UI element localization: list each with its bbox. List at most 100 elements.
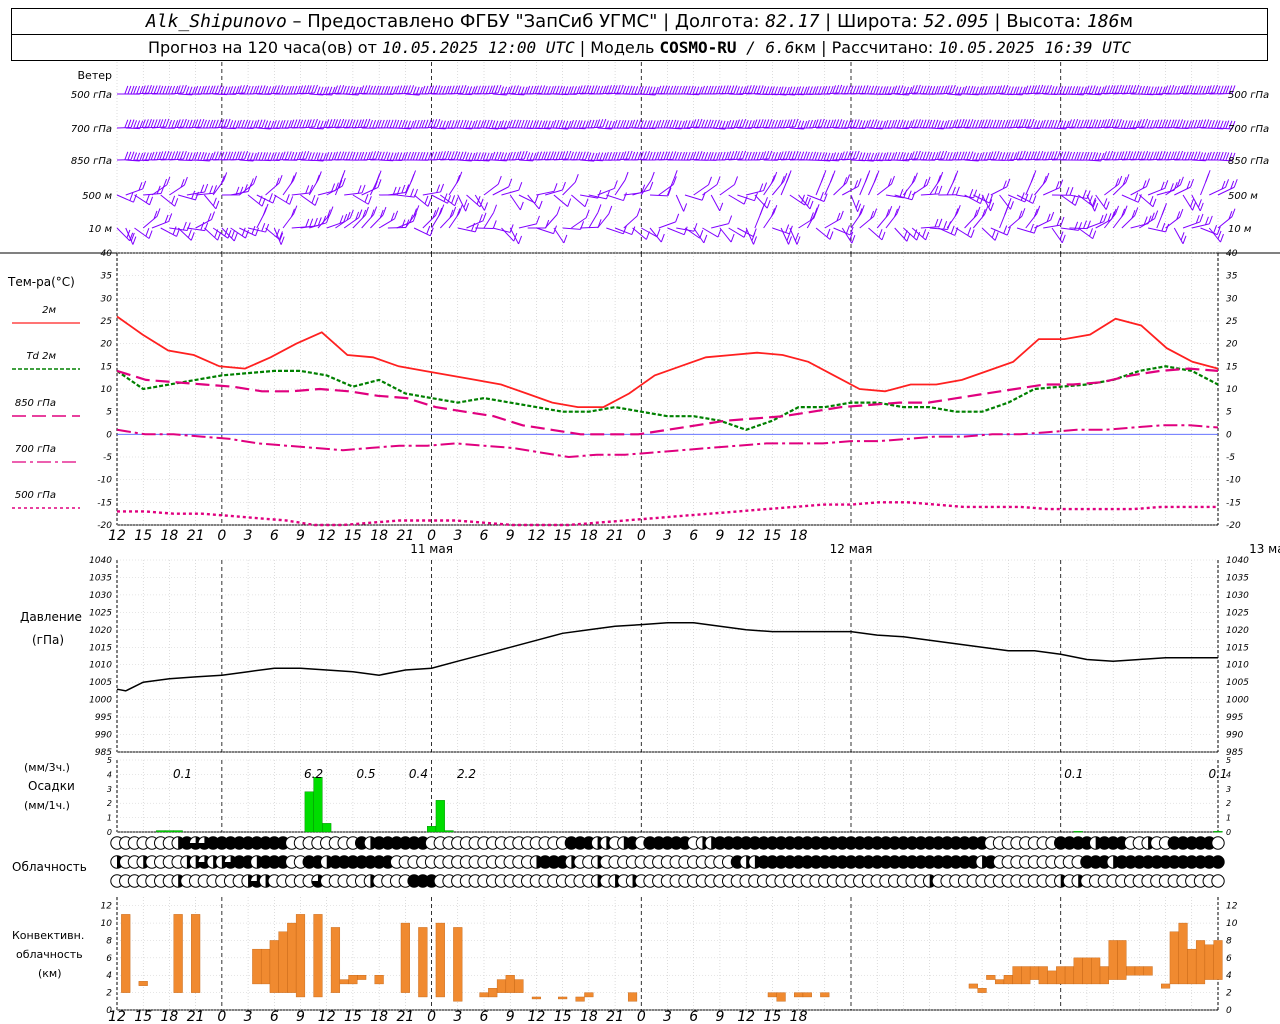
conv-tick-label-right: 6: [1226, 954, 1232, 964]
wind-barb-flag: [1028, 193, 1033, 202]
wind-barb-staff: [116, 227, 131, 242]
wind-barb-flag: [1103, 151, 1107, 160]
wind-barb-flag: [451, 195, 456, 204]
wind-barb-flag: [835, 119, 840, 128]
wind-barb-flag: [427, 198, 432, 207]
wind-barb: [300, 194, 319, 206]
wind-barb-flag: [314, 152, 318, 161]
wind-barb-flag: [220, 86, 225, 95]
wind-barb: [955, 188, 978, 199]
wind-barb-flag: [786, 232, 791, 241]
wind-barb-flag: [328, 119, 333, 128]
wind-barb: [265, 152, 284, 161]
wind-barb-staff: [781, 93, 796, 96]
wind-barb-flag: [1129, 85, 1134, 94]
wind-barb-flag: [698, 118, 703, 128]
wind-barb-flag: [235, 86, 240, 95]
wind-barb: [282, 205, 298, 229]
wind-barb: [317, 182, 339, 196]
wind-barb: [448, 171, 463, 196]
wind-barb-flag: [471, 152, 476, 162]
wind-barb-staff: [1208, 227, 1221, 243]
wind-barb: [352, 194, 372, 205]
wind-barb: [439, 206, 457, 229]
wind-barb-flag: [1059, 120, 1064, 129]
wind-barb-flag: [1041, 151, 1046, 160]
wind-barb-flag: [925, 231, 930, 241]
conv-tick-label: 0: [106, 1006, 112, 1016]
wind-barb-flag: [476, 85, 481, 94]
press-tick-label-right: 1030: [1226, 591, 1249, 601]
wind-barb-flag: [445, 120, 450, 130]
wind-barb-staff: [737, 194, 755, 202]
wind-barb: [509, 227, 523, 245]
wind-barb: [247, 194, 266, 207]
wind-barb-flag: [1056, 86, 1061, 95]
wind-barb-flag: [1111, 85, 1116, 94]
wind-barb-flag: [1205, 119, 1210, 128]
wind-barb-staff: [597, 92, 612, 95]
wind-barb-staff: [614, 227, 633, 236]
wind-barb-staff: [509, 227, 519, 245]
wind-barb-flag: [817, 152, 822, 161]
wind-barb-flag: [739, 150, 744, 160]
wind-barb: [1191, 152, 1210, 162]
wind-barb-flag: [788, 236, 792, 245]
wind-barb-flag: [608, 205, 613, 215]
conv-title-1: Конвективн.: [12, 929, 84, 942]
wind-barb-flag: [424, 195, 429, 205]
wind-barb-flag: [782, 119, 787, 128]
wind-barb-flag: [514, 85, 519, 94]
precip-tick-label: 1: [107, 814, 112, 823]
wind-barb-flag: [875, 152, 880, 161]
wind-barb-flag: [267, 152, 272, 161]
wind-barb: [763, 204, 778, 229]
wind-barb: [903, 84, 921, 95]
wind-barb-flag: [1018, 150, 1023, 160]
precip-bar: [444, 830, 454, 833]
wind-barb-staff: [492, 127, 507, 130]
wind-barb-flag: [888, 205, 893, 215]
wind-barb-flag: [1027, 119, 1032, 128]
wind-barb-flag: [1076, 119, 1081, 129]
wind-barb-staff: [151, 158, 166, 161]
wind-barb: [606, 225, 627, 235]
wind-barb-flag: [561, 86, 566, 95]
wind-barb-flag: [503, 152, 508, 161]
wind-barb-flag: [261, 222, 266, 232]
wind-barb-flag: [185, 119, 190, 129]
wind-barb: [1139, 194, 1157, 208]
wind-barb-flag: [613, 151, 618, 161]
wind-barb-flag: [1208, 215, 1213, 225]
wind-barb-flag: [887, 178, 892, 187]
wind-barb-flag: [1021, 150, 1026, 160]
wind-barb-flag: [1137, 85, 1142, 95]
wind-barb: [344, 184, 366, 196]
conv-bar: [269, 940, 279, 993]
wind-barb-flag: [794, 86, 799, 96]
latitude-value: 52.095: [923, 11, 989, 32]
wind-barb: [300, 152, 318, 161]
wind-barb-flag: [1164, 119, 1169, 128]
wind-barb-flag: [975, 119, 979, 129]
wind-barb-flag: [899, 189, 904, 198]
conv-bar: [1187, 948, 1197, 985]
wind-barb-flag: [511, 151, 516, 161]
wind-barb-staff: [1147, 187, 1165, 196]
wind-barb-staff: [300, 92, 315, 95]
wind-barb-flag: [759, 183, 764, 192]
wind-barb-flag: [1106, 119, 1111, 128]
wind-barb-flag: [382, 206, 387, 216]
wind-barb-flag: [672, 85, 677, 95]
wind-barb-flag: [171, 151, 176, 160]
wind-barb-staff: [125, 188, 143, 196]
wind-barb-flag: [270, 152, 275, 161]
wind-level-label: 500 гПа: [71, 90, 112, 101]
wind-barb-flag: [133, 85, 138, 95]
wind-barb-flag: [223, 151, 228, 160]
press-tick-label: 1015: [89, 643, 112, 653]
wind-barb-flag: [1228, 210, 1233, 220]
wind-barb-flag: [873, 208, 878, 217]
wind-barb-flag: [305, 185, 310, 194]
wind-barb: [658, 213, 680, 229]
